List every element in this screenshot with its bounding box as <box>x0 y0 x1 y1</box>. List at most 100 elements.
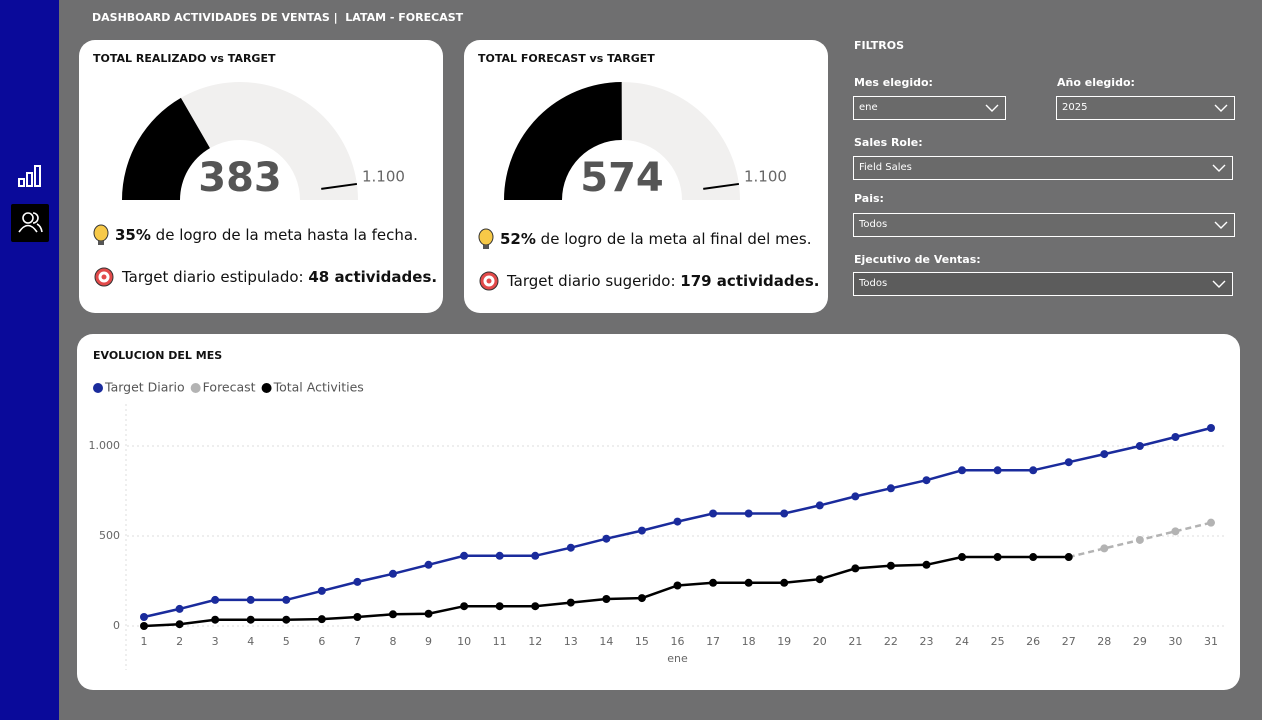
legend-label: Total Activities <box>273 380 364 395</box>
series-point <box>1064 553 1073 562</box>
x-tick-label: 15 <box>635 635 649 648</box>
filter-label: Mes elegido: <box>854 76 933 89</box>
filter-dropdown[interactable]: Todos <box>853 272 1233 296</box>
series-point <box>424 560 433 569</box>
chevron <box>985 104 999 112</box>
series-point <box>495 602 504 611</box>
gauge-title: TOTAL REALIZADO vs TARGET <box>93 52 276 65</box>
series-point <box>460 602 469 611</box>
series-point <box>851 564 860 573</box>
filter-dropdown[interactable]: 2025 <box>1056 96 1235 120</box>
bulb-base <box>98 241 104 245</box>
gauge-value <box>504 82 622 200</box>
series-point <box>1171 527 1180 536</box>
gauge-note-part: de logro de la meta al final del mes. <box>536 230 812 248</box>
series-point <box>673 581 682 590</box>
bulb-icon <box>93 224 109 242</box>
series-point <box>637 526 646 535</box>
gauge: TOTAL REALIZADO vs TARGET 383 1.100 35% de … <box>93 52 437 287</box>
series-point <box>424 609 433 618</box>
series-point <box>1135 442 1144 450</box>
series-point <box>460 551 469 560</box>
series-point <box>495 551 504 560</box>
series-point <box>566 598 575 607</box>
series-point <box>282 595 291 604</box>
series-point <box>744 509 753 518</box>
series-point <box>566 543 575 552</box>
gauge-value-label: 574 <box>580 155 664 201</box>
filter-value: Field Sales <box>859 162 912 173</box>
series-point <box>211 595 220 604</box>
x-tick-label: 12 <box>528 635 542 648</box>
filter-value: Todos <box>859 219 888 230</box>
gauge-target <box>321 182 358 190</box>
gauge-value-label: 383 <box>198 155 282 201</box>
y-tick-label: 0 <box>113 619 120 632</box>
gauge-note: Target diario sugerido: 179 actividades. <box>506 272 819 290</box>
filter-dropdown[interactable]: Field Sales <box>853 156 1233 180</box>
x-tick-label: 18 <box>742 635 756 648</box>
people-icon[interactable] <box>11 204 49 242</box>
series-point <box>815 575 824 584</box>
x-tick-label: 4 <box>247 635 254 648</box>
gauge-note-part: 52% <box>500 230 536 248</box>
series-point <box>531 602 540 611</box>
series-point <box>958 466 967 475</box>
bulb-base <box>483 245 489 249</box>
x-tick-label: 21 <box>848 635 862 648</box>
y-tick-label: 1.000 <box>89 439 121 452</box>
series-point <box>1100 544 1109 553</box>
series-point <box>780 509 789 518</box>
target-icon <box>486 278 492 284</box>
gauge: TOTAL FORECAST vs TARGET 574 1.100 52% de l… <box>478 52 819 291</box>
series-point <box>1029 466 1038 475</box>
filter-label: Ejecutivo de Ventas: <box>854 253 981 266</box>
x-tick-label: 7 <box>354 635 361 648</box>
filter-dropdown[interactable]: Todos <box>853 213 1235 237</box>
gauge-title: TOTAL FORECAST vs TARGET <box>478 52 655 65</box>
y-tick-label: 500 <box>99 529 120 542</box>
x-tick-label: 28 <box>1097 635 1111 648</box>
report-icon[interactable] <box>17 163 43 189</box>
sidebar <box>0 0 59 720</box>
x-tick-label: 17 <box>706 635 720 648</box>
series-point <box>531 551 540 560</box>
series-point <box>140 622 148 630</box>
series-point <box>1135 535 1144 544</box>
series-point <box>673 517 682 526</box>
series-point <box>317 586 326 595</box>
series-point <box>958 553 967 562</box>
series-point <box>922 476 931 485</box>
filter-value: Todos <box>859 278 888 289</box>
legend-label: Target Diario <box>104 380 185 395</box>
chevron <box>1214 221 1228 229</box>
series-point <box>780 578 789 587</box>
chevron <box>1212 164 1226 172</box>
series-point <box>1100 450 1109 459</box>
gauge-note: Target diario estipulado: 48 actividades… <box>121 268 437 286</box>
series-point <box>851 492 860 501</box>
chart-card: EVOLUCION DEL MES Target Diario Forecast To… <box>77 334 1240 690</box>
series-point <box>175 620 184 629</box>
filter-dropdown[interactable]: ene <box>853 96 1006 120</box>
x-tick-label: 14 <box>599 635 613 648</box>
series-point <box>211 615 220 624</box>
x-tick-label: 20 <box>813 635 827 648</box>
x-tick-label: 2 <box>176 635 183 648</box>
series-point <box>602 534 611 543</box>
series-point <box>709 509 718 518</box>
gauge-note-part: de logro de la meta hasta la fecha. <box>151 226 418 244</box>
line-chart: EVOLUCION DEL MES Target Diario Forecast To… <box>89 349 1227 670</box>
x-tick-label: 8 <box>389 635 396 648</box>
series-point <box>246 595 255 604</box>
gauge-note-part: Target diario estipulado: <box>121 268 308 286</box>
series-point <box>709 578 718 587</box>
x-tick-label: 5 <box>283 635 290 648</box>
x-tick-label: 16 <box>671 635 685 648</box>
gauge-note-part: 48 actividades. <box>308 268 437 286</box>
legend-marker <box>190 383 201 393</box>
filter-value: ene <box>859 102 878 113</box>
legend-marker <box>261 383 272 393</box>
x-tick-label: 31 <box>1204 635 1218 648</box>
x-tick-label: 23 <box>919 635 933 648</box>
